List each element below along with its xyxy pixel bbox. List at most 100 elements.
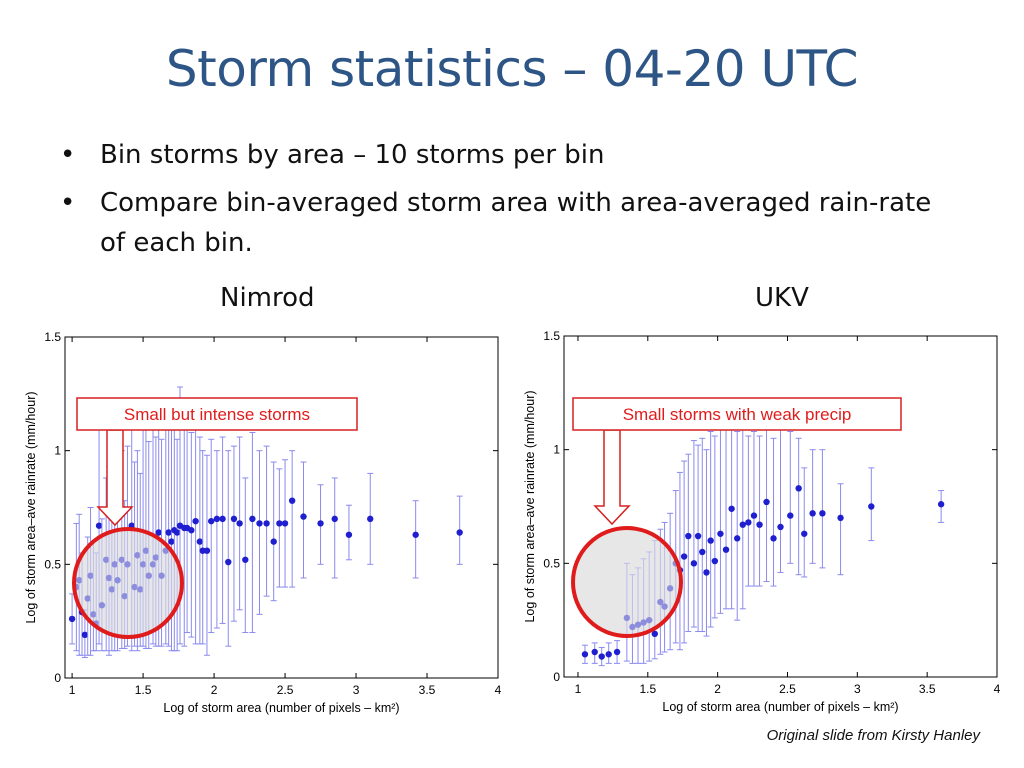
marker (795, 485, 802, 492)
data-point (331, 477, 338, 579)
annotation-arrow-icon (96, 429, 134, 527)
data-point (591, 642, 598, 664)
x-tick-label: 4 (495, 683, 502, 697)
data-point (801, 467, 808, 578)
y-axis-label: Log of storm area–ave rainrate (mm/hour) (523, 390, 537, 622)
annotation-box (572, 397, 902, 431)
data-point (203, 454, 211, 656)
y-tick-label: 1 (54, 444, 61, 458)
data-point (763, 421, 770, 583)
data-point (699, 437, 706, 633)
marker (270, 538, 277, 545)
marker (717, 530, 724, 537)
data-point (787, 430, 794, 564)
marker (95, 522, 103, 529)
data-point (711, 435, 719, 619)
plot-frame (563, 335, 998, 678)
marker (777, 523, 784, 531)
marker (276, 520, 283, 527)
annotation-arrow-icon (593, 429, 631, 526)
marker (155, 529, 162, 536)
marker (750, 512, 758, 519)
marker (456, 529, 463, 536)
marker (263, 520, 270, 527)
marker (236, 520, 243, 527)
data-point (225, 450, 232, 647)
data-point (694, 444, 702, 633)
marker (173, 529, 181, 536)
data-point (192, 422, 199, 645)
marker (367, 515, 374, 523)
data-point (270, 461, 277, 602)
marker (331, 515, 338, 523)
plot-frame (64, 336, 499, 679)
marker (763, 498, 770, 506)
slide-title: Storm statistics – 04-20 UTC (165, 40, 859, 98)
data-point (256, 450, 263, 615)
annotation-text: Small storms with weak precip (623, 405, 852, 424)
highlight-circle-wash (74, 529, 182, 637)
data-point (937, 490, 945, 523)
data-point (281, 459, 289, 588)
y-tick-label: 0 (54, 671, 61, 685)
marker (256, 520, 263, 527)
marker (809, 510, 816, 517)
marker (242, 556, 249, 563)
x-tick-label: 2 (714, 682, 721, 696)
data-point (734, 430, 741, 621)
marker (412, 531, 419, 538)
marker (288, 497, 296, 504)
x-axis-label: Log of storm area (number of pixels – km… (662, 700, 898, 714)
data-point (868, 467, 875, 542)
annotation-box (76, 397, 358, 431)
marker (728, 505, 735, 512)
data-point (412, 500, 419, 579)
x-tick-label: 1 (575, 682, 582, 696)
data-point (242, 477, 249, 634)
data-point (236, 436, 243, 611)
bullet-dot-icon: • (60, 188, 76, 218)
bullet-dot-icon: • (60, 140, 76, 170)
x-tick-label: 1.5 (639, 682, 656, 696)
marker (81, 631, 89, 639)
marker (937, 501, 945, 508)
marker (213, 515, 221, 523)
data-point (837, 483, 844, 576)
annotation-text: Small but intense storms (124, 405, 310, 424)
marker (203, 547, 211, 554)
data-point (685, 453, 692, 633)
data-point (745, 435, 752, 587)
data-point (739, 426, 746, 610)
marker (230, 515, 238, 523)
marker (711, 557, 719, 565)
marker (68, 615, 76, 623)
highlight-circle-wash (573, 528, 681, 636)
marker (837, 514, 844, 522)
data-point (456, 495, 463, 565)
data-point (300, 461, 307, 579)
marker (613, 648, 621, 656)
data-point (809, 449, 816, 564)
marker (819, 510, 826, 517)
ukv-panel-title: UKV (755, 283, 809, 313)
bullet-item: • Bin storms by area – 10 storms per bin (60, 135, 960, 175)
marker (651, 630, 658, 638)
data-point (777, 426, 784, 573)
data-point (756, 435, 763, 587)
bullet-text: Compare bin-averaged storm area with are… (100, 188, 932, 258)
data-point (717, 426, 724, 614)
data-point (263, 445, 270, 597)
x-tick-label: 2.5 (779, 682, 796, 696)
data-point (703, 449, 710, 637)
marker (756, 521, 763, 528)
bullet-text: Bin storms by area – 10 storms per bin (100, 140, 605, 170)
data-point (208, 438, 215, 634)
x-tick-label: 3.5 (919, 682, 936, 696)
y-tick-label: 1 (553, 443, 560, 457)
data-point (750, 430, 758, 587)
ukv-chart: 1 1.5 2 2.5 3 3.5 4 0 0.5 1 1.5 Log of storm area (… (523, 329, 1001, 714)
data-point (183, 418, 191, 634)
marker (165, 529, 172, 536)
marker (801, 530, 808, 537)
marker (345, 531, 353, 538)
